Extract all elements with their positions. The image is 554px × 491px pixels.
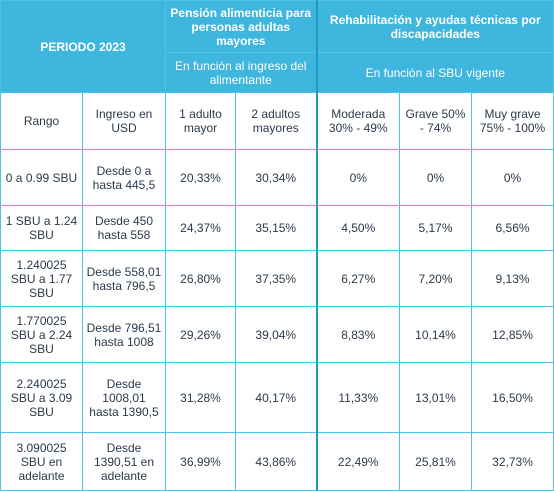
cell-ingreso: Desde 450 hasta 558: [82, 205, 166, 251]
cell-grave: 7,20%: [399, 250, 473, 307]
col-adulto1: 1 adulto mayor: [165, 92, 236, 150]
pension-subheader: En función al ingreso del alimentante: [164, 52, 318, 93]
cell-ingreso: Desde 0 a hasta 445,5: [82, 149, 166, 206]
col-rango: Rango: [0, 92, 83, 150]
cell-adulto1: 24,37%: [165, 205, 236, 251]
cell-adulto2: 37,35%: [234, 250, 318, 307]
cell-muy-grave: 16,50%: [471, 362, 554, 433]
rehab-subheader: En función al SBU vigente: [315, 52, 554, 93]
cell-grave: 25,81%: [399, 432, 473, 491]
cell-rango: 2.240025 SBU a 3.09 SBU: [0, 362, 83, 433]
cell-rango: 0 a 0.99 SBU: [0, 149, 83, 206]
table-row: 2.240025 SBU a 3.09 SBU Desde 1008,01 ha…: [0, 362, 554, 433]
cell-muy-grave: 32,73%: [471, 432, 554, 491]
col-moderada: Moderada 30% - 49%: [315, 92, 401, 150]
cell-muy-grave: 0%: [471, 149, 554, 206]
cell-ingreso: Desde 1390,51 en adelante: [82, 432, 166, 491]
cell-adulto2: 30,34%: [234, 149, 318, 206]
cell-grave: 0%: [399, 149, 473, 206]
cell-adulto2: 39,04%: [234, 306, 318, 363]
cell-moderada: 22,49%: [315, 432, 401, 491]
rehab-header: Rehabilitación y ayudas técnicas por dis…: [315, 0, 554, 53]
table-row: 1.240025 SBU a 1.77 SBU Desde 558,01 has…: [0, 250, 554, 307]
cell-adulto2: 35,15%: [234, 205, 318, 251]
cell-muy-grave: 6,56%: [471, 205, 554, 251]
cell-rango: 3.090025 SBU en adelante: [0, 432, 83, 491]
cell-grave: 10,14%: [399, 306, 473, 363]
col-grave: Grave 50% - 74%: [399, 92, 473, 150]
cell-moderada: 4,50%: [315, 205, 401, 251]
cell-ingreso: Desde 558,01 hasta 796,5: [82, 250, 166, 307]
cell-adulto1: 26,80%: [165, 250, 236, 307]
table-header: PERIODO 2023 Pensión alimenticia para pe…: [0, 0, 554, 150]
cell-adulto1: 31,28%: [165, 362, 236, 433]
cell-muy-grave: 9,13%: [471, 250, 554, 307]
table-row: 1.770025 SBU a 2.24 SBU Desde 796,51 has…: [0, 306, 554, 363]
table-row: 3.090025 SBU en adelante Desde 1390,51 e…: [0, 432, 554, 491]
col-ingreso: Ingreso en USD: [82, 92, 166, 150]
pension-header: Pensión alimenticia para personas adulta…: [164, 0, 318, 53]
cell-ingreso: Desde 796,51 hasta 1008: [82, 306, 166, 363]
cell-adulto2: 40,17%: [234, 362, 318, 433]
cell-ingreso: Desde 1008,01 hasta 1390,5: [82, 362, 166, 433]
col-adulto2: 2 adultos mayores: [234, 92, 318, 150]
cell-moderada: 0%: [315, 149, 401, 206]
cell-adulto1: 20,33%: [165, 149, 236, 206]
cell-rango: 1.770025 SBU a 2.24 SBU: [0, 306, 83, 363]
cell-adulto2: 43,86%: [234, 432, 318, 491]
cell-moderada: 11,33%: [315, 362, 401, 433]
cell-rango: 1.240025 SBU a 1.77 SBU: [0, 250, 83, 307]
col-muy-grave: Muy grave 75% - 100%: [471, 92, 554, 150]
cell-adulto1: 29,26%: [165, 306, 236, 363]
table-row: 0 a 0.99 SBU Desde 0 a hasta 445,5 20,33…: [0, 149, 554, 206]
cell-muy-grave: 12,85%: [471, 306, 554, 363]
cell-moderada: 8,83%: [315, 306, 401, 363]
cell-adulto1: 36,99%: [165, 432, 236, 491]
cell-rango: 1 SBU a 1.24 SBU: [0, 205, 83, 251]
cell-moderada: 6,27%: [315, 250, 401, 307]
table-row: 1 SBU a 1.24 SBU Desde 450 hasta 558 24,…: [0, 205, 554, 251]
table-body: 0 a 0.99 SBU Desde 0 a hasta 445,5 20,33…: [0, 149, 554, 491]
period-header: PERIODO 2023: [0, 0, 166, 93]
cell-grave: 13,01%: [399, 362, 473, 433]
cell-grave: 5,17%: [399, 205, 473, 251]
